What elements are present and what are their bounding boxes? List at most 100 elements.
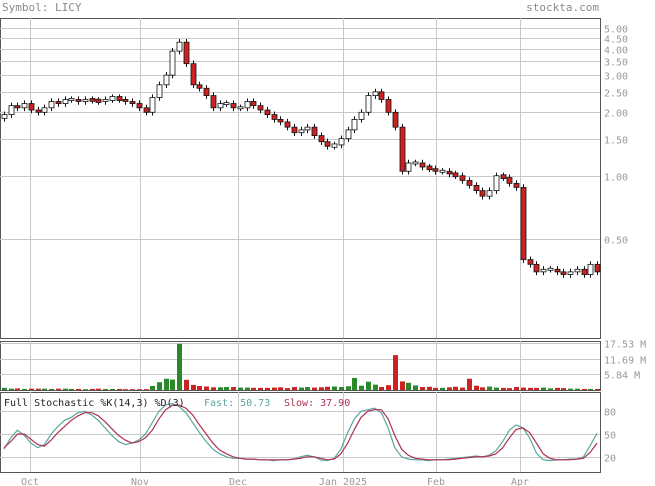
volume-tick-label: 11.69 M (604, 356, 646, 367)
price-tick-label: 2.00 (604, 109, 628, 120)
volume-bar (251, 387, 256, 390)
volume-bar (582, 388, 587, 390)
stochastic-fast-label: Fast: 50.73 (204, 398, 270, 409)
price-tick-label: 1.50 (604, 136, 628, 147)
candle-body (547, 267, 554, 271)
volume-bar (157, 382, 162, 390)
price-tick-label: 0.50 (604, 236, 628, 247)
volume-bar (447, 387, 452, 390)
candle-body (540, 268, 547, 273)
volume-bar (420, 387, 425, 390)
volume-bar (595, 388, 600, 390)
volume-bar (440, 387, 445, 390)
volume-bar (285, 388, 290, 390)
candle-body (230, 103, 237, 109)
candle-body (190, 63, 197, 86)
candle-body (102, 99, 109, 102)
candle-body (55, 101, 62, 104)
volume-bar (352, 377, 357, 390)
volume-bar (507, 388, 512, 390)
volume-bar (292, 387, 297, 390)
volume-bar (164, 378, 169, 390)
candle-body (493, 175, 500, 192)
volume-tick-label: 5.84 M (604, 371, 640, 382)
panel-frames (0, 18, 601, 473)
candle-body (136, 103, 143, 109)
month-tick-label: Oct (21, 477, 39, 486)
candle-body (439, 169, 446, 173)
candle-body (149, 97, 156, 113)
volume-bar (150, 385, 155, 390)
candle-body (324, 141, 331, 147)
candle-body (298, 129, 305, 134)
price-tick-label: 4.50 (604, 35, 628, 46)
candle-body (486, 190, 493, 197)
candle-body (452, 172, 459, 178)
volume-bar (218, 387, 223, 390)
candle-body (520, 187, 527, 261)
volume-bar (191, 384, 196, 390)
candle-body (419, 162, 426, 168)
candle-body (446, 170, 453, 175)
candle-body (95, 98, 102, 103)
volume-bar (588, 388, 593, 390)
stochastic-title: Full Stochastic %K(14,3) %D(3) (4, 398, 185, 409)
volume-bars (2, 343, 600, 390)
candle-body (405, 162, 412, 172)
month-tick-label: Dec (229, 477, 247, 486)
volume-bar (224, 387, 229, 390)
stochastic-tick-label: 80 (604, 408, 616, 419)
candle-body (244, 101, 251, 109)
candle-body (122, 99, 129, 102)
candle-body (506, 177, 513, 184)
volume-bar (63, 388, 68, 390)
volume-bar (359, 385, 364, 390)
candle-body (587, 263, 594, 275)
panel-frame (0, 392, 601, 473)
stochastic-slow-label: Slow: 37.90 (284, 398, 350, 409)
candle-body (264, 109, 271, 115)
stochastic-slow-line (3, 404, 598, 461)
volume-bar (204, 386, 209, 390)
stochastic-lines (3, 402, 598, 462)
volume-bar (197, 385, 202, 390)
panel-frame (0, 341, 601, 391)
price-tick-label: 1.00 (604, 173, 628, 184)
volume-bar (501, 387, 506, 390)
volume-bar (258, 387, 263, 390)
volume-bar (406, 382, 411, 390)
candle-body (318, 135, 325, 143)
candle-body (513, 182, 520, 188)
candle-body (284, 121, 291, 128)
candle-body (163, 74, 170, 86)
brand-label[interactable]: stockta.com (526, 1, 599, 14)
volume-bar (265, 387, 270, 390)
volume-bar (521, 387, 526, 390)
volume-bar (319, 387, 324, 390)
candle-body (432, 168, 439, 172)
volume-bar (312, 387, 317, 390)
price-tick-label: 2.50 (604, 89, 628, 100)
candle-body (62, 99, 69, 104)
candle-body (156, 84, 163, 98)
candle-body (21, 103, 28, 109)
volume-bar (2, 387, 7, 390)
candle-body (68, 98, 75, 101)
candle-body (75, 99, 82, 102)
candle-body (223, 102, 230, 105)
volume-bar (467, 378, 472, 390)
volume-bar (130, 389, 135, 390)
price-tick-label: 3.00 (604, 72, 628, 83)
candle-body (581, 268, 588, 275)
candle-body (129, 101, 136, 104)
candle-body (533, 263, 540, 273)
volume-bar (184, 379, 189, 390)
candle-body (331, 143, 338, 148)
volume-bar (534, 387, 539, 390)
volume-bar (83, 389, 88, 390)
candle-body (8, 105, 15, 115)
candle-body (574, 268, 581, 273)
volume-bar (480, 387, 485, 390)
volume-bar (29, 388, 34, 390)
